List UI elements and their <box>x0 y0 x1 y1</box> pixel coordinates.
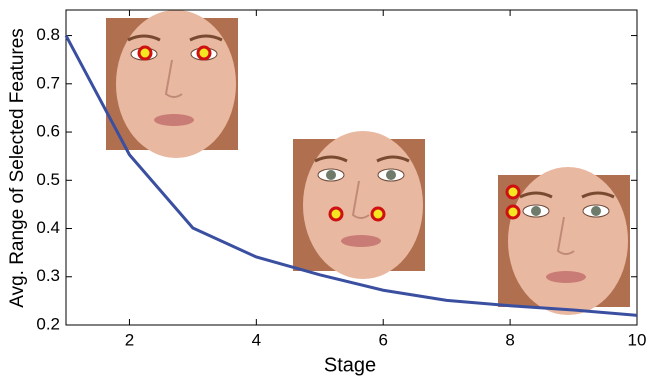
y-tick-label: 0.3 <box>36 266 60 285</box>
chart: Stage Avg. Range of Selected Features 0.… <box>0 0 651 376</box>
x-tick-label: 8 <box>505 330 514 349</box>
x-tick-label: 4 <box>252 330 261 349</box>
face-image-2 <box>293 131 425 279</box>
x-tick-label: 2 <box>125 330 134 349</box>
y-tick-label: 0.8 <box>36 25 60 44</box>
face-image-1 <box>106 10 238 158</box>
y-axis-label: Avg. Range of Selected Features <box>7 28 28 308</box>
y-tick-label: 0.5 <box>36 170 60 189</box>
y-tick-label: 0.2 <box>36 314 60 333</box>
y-tick-label: 0.7 <box>36 73 60 92</box>
x-axis-label: Stage <box>324 354 376 376</box>
face-image-3 <box>498 167 630 315</box>
x-tick-label: 6 <box>378 330 387 349</box>
x-tick-label: 10 <box>628 330 647 349</box>
y-tick-label: 0.4 <box>36 218 60 237</box>
y-tick-label: 0.6 <box>36 122 60 141</box>
